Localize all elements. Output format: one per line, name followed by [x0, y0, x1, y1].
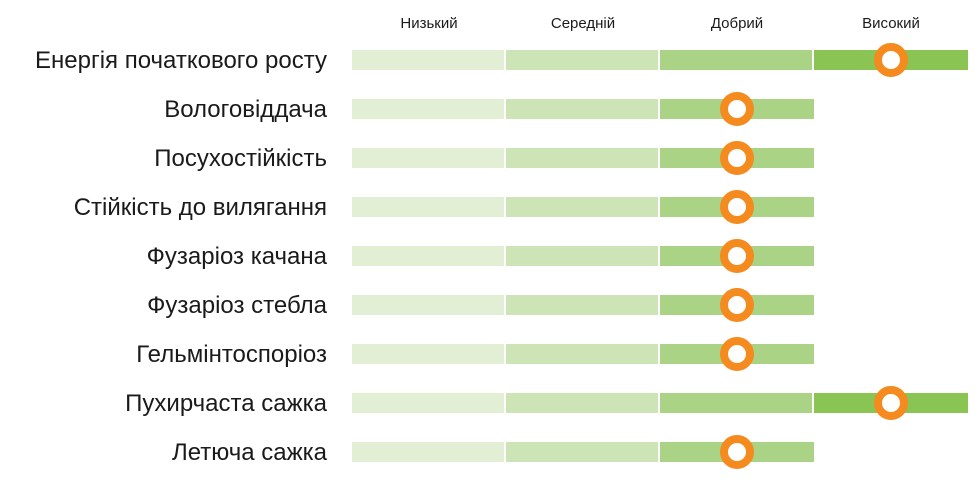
trait-rows: Енергія початкового росту Вологовіддача По…	[35, 43, 968, 469]
trait-label: Летюча сажка	[172, 439, 328, 466]
bar-segment	[352, 442, 504, 462]
bar-segment	[352, 295, 504, 315]
level-label: Добрий	[711, 15, 763, 32]
bar-segment	[506, 393, 658, 413]
bar-segment	[506, 246, 658, 266]
bar-segment	[352, 246, 504, 266]
level-label: Низький	[400, 15, 457, 32]
trait-row: Фузаріоз стебла	[147, 288, 814, 322]
trait-row: Пухирчаста сажка	[125, 386, 968, 420]
bar-segment	[352, 344, 504, 364]
level-label: Середній	[551, 15, 615, 32]
bar-segment	[506, 148, 658, 168]
trait-row: Фузаріоз качана	[147, 239, 814, 273]
bar-segment	[506, 344, 658, 364]
bar-segment	[660, 50, 812, 70]
trait-label: Пухирчаста сажка	[125, 390, 327, 417]
bar-segment	[352, 197, 504, 217]
rating-marker	[874, 43, 908, 77]
trait-label: Енергія початкового росту	[35, 47, 327, 74]
bar-segment	[352, 148, 504, 168]
trait-row: Вологовіддача	[164, 92, 814, 126]
bar-segment	[506, 295, 658, 315]
rating-marker	[874, 386, 908, 420]
rating-marker	[720, 190, 754, 224]
trait-label: Стійкість до вилягання	[74, 194, 327, 221]
trait-label: Фузаріоз стебла	[147, 292, 328, 319]
bar-segment	[506, 197, 658, 217]
trait-label: Фузаріоз качана	[147, 243, 328, 270]
trait-row: Енергія початкового росту	[35, 43, 968, 77]
trait-row: Посухостійкість	[154, 141, 814, 175]
bar-segment	[660, 393, 812, 413]
trait-row: Стійкість до вилягання	[74, 190, 814, 224]
bar-segment	[352, 99, 504, 119]
bar-segment	[506, 50, 658, 70]
bar-segment	[506, 442, 658, 462]
trait-row: Летюча сажка	[172, 435, 814, 469]
bar-segment	[352, 50, 504, 70]
rating-marker	[720, 92, 754, 126]
rating-marker	[720, 337, 754, 371]
trait-label: Вологовіддача	[164, 96, 327, 123]
bar-segment	[352, 393, 504, 413]
level-label: Високий	[862, 15, 920, 32]
trait-label: Посухостійкість	[154, 145, 327, 172]
rating-marker	[720, 288, 754, 322]
trait-label: Гельмінтоспоріоз	[136, 341, 327, 368]
rating-marker	[720, 435, 754, 469]
rating-marker	[720, 141, 754, 175]
rating-marker	[720, 239, 754, 273]
level-header: Низький Середній Добрий Високий	[400, 15, 919, 32]
trait-row: Гельмінтоспоріоз	[136, 337, 814, 371]
bar-segment	[506, 99, 658, 119]
